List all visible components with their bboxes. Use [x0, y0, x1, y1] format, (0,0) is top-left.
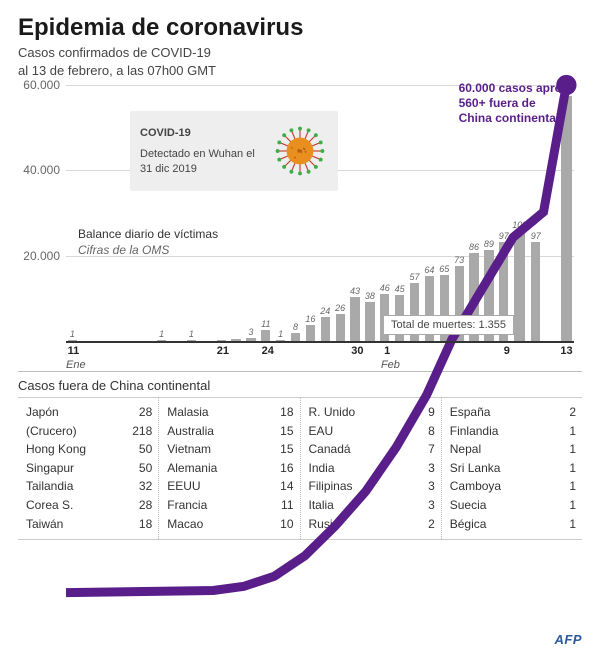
x-month-label: Feb — [381, 359, 400, 371]
annotation: 60.000 casos aprox. 560+ fuera de China … — [459, 81, 572, 126]
y-tick-label: 40.000 — [23, 163, 60, 177]
x-tick-label: 1 — [384, 345, 390, 357]
info-name: COVID-19 — [140, 126, 262, 141]
subtitle-line1: Casos confirmados de COVID-19 — [18, 45, 211, 60]
info-detected: Detectado en Wuhan el 31 dic 2019 — [140, 147, 262, 177]
x-tick-label: 30 — [351, 345, 363, 357]
virus-icon — [272, 123, 328, 179]
country-name: Japón — [26, 403, 59, 422]
x-axis: 112124301913EneFeb — [66, 341, 574, 365]
plot-area: 1113111816242643384645576465738689971089… — [66, 85, 574, 341]
x-tick-label: 11 — [68, 345, 80, 357]
x-tick-label: 24 — [262, 345, 274, 357]
x-tick-label: 9 — [504, 345, 510, 357]
y-tick-label: 60.000 — [23, 78, 60, 92]
chart: 60.00040.00020.000 111311181624264338464… — [18, 85, 582, 365]
mid-label: Balance diario de víctimas Cifras de la … — [78, 227, 218, 258]
y-tick-label: 20.000 — [23, 249, 60, 263]
x-tick-label: 13 — [560, 345, 572, 357]
country-name: Taiwán — [26, 515, 63, 534]
x-tick-label: 21 — [217, 345, 229, 357]
subtitle-line2: al 13 de febrero, a las 07h00 GMT — [18, 63, 216, 78]
source-label: AFP — [555, 632, 583, 647]
death-total-box: Total de muertes: 1.355 — [383, 315, 514, 335]
x-month-label: Ene — [66, 359, 86, 371]
info-box: COVID-19 Detectado en Wuhan el 31 dic 20… — [130, 111, 338, 191]
page-title: Epidemia de coronavirus — [18, 14, 582, 42]
subtitle: Casos confirmados de COVID-19 al 13 de f… — [18, 44, 582, 79]
